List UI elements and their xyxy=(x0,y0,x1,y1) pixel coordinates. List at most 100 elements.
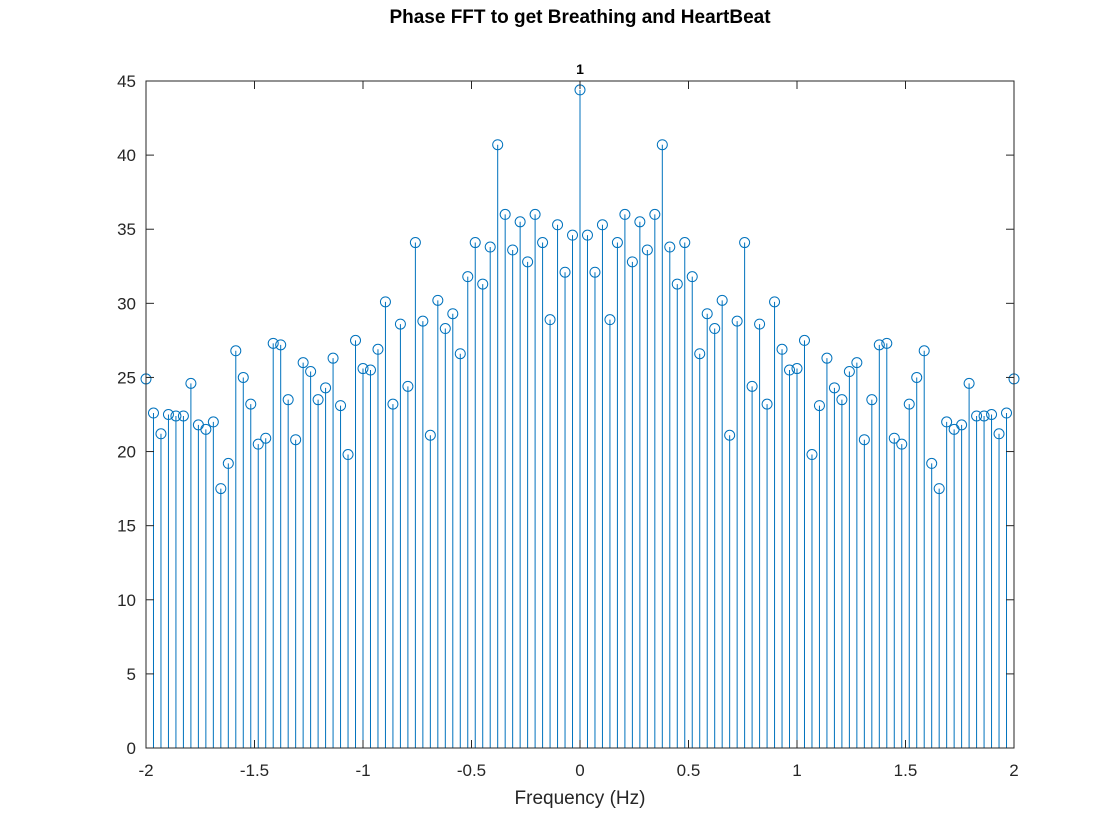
stem-marker xyxy=(798,334,810,346)
x-axis: -2 -1.5 -1 -0.5 0 0.5 1 1.5 2 xyxy=(138,81,1019,780)
y-tick-label: 20 xyxy=(117,443,136,462)
stem-marker xyxy=(679,237,691,249)
stem-marker xyxy=(769,296,781,308)
stem-marker xyxy=(507,244,519,256)
stem-marker xyxy=(641,244,653,256)
stem-marker xyxy=(170,410,182,422)
stem-marker xyxy=(320,382,332,394)
stem-marker xyxy=(776,343,788,355)
stem-marker xyxy=(611,237,623,249)
stem-marker xyxy=(956,419,968,431)
stem-marker xyxy=(926,457,938,469)
x-axis-label: Frequency (Hz) xyxy=(515,788,646,809)
stem-marker xyxy=(873,339,885,351)
stem-marker xyxy=(701,308,713,320)
stem-marker xyxy=(207,416,219,428)
stem-marker xyxy=(986,409,998,420)
stem-marker xyxy=(222,457,234,469)
stem-marker xyxy=(177,410,189,422)
stem-marker xyxy=(589,266,601,278)
stem-marker xyxy=(866,394,878,406)
stem-marker xyxy=(379,296,391,308)
stem-marker xyxy=(978,410,990,422)
stem-marker xyxy=(350,334,362,346)
stem-marker xyxy=(402,380,414,392)
x-tick-label: -1 xyxy=(355,761,370,780)
y-axis: 0 5 10 15 20 25 30 35 40 45 xyxy=(117,72,1014,758)
y-tick-label: 25 xyxy=(117,368,136,387)
peak-annotation: 1 xyxy=(576,61,584,77)
stem-marker xyxy=(888,432,900,444)
y-tick-label: 10 xyxy=(117,591,136,610)
stem-marker xyxy=(147,407,159,419)
stem-marker xyxy=(993,428,1005,440)
stem-marker xyxy=(716,294,728,306)
stem-marker xyxy=(394,318,406,330)
stem-marker xyxy=(941,416,953,428)
stem-marker xyxy=(1001,407,1013,419)
x-tick-label: 1 xyxy=(792,761,801,780)
stem-marker xyxy=(933,483,945,495)
x-tick-label: -1.5 xyxy=(240,761,269,780)
stem-marker xyxy=(297,357,309,369)
stem-marker xyxy=(252,438,264,450)
y-tick-label: 35 xyxy=(117,220,136,239)
stem-marker xyxy=(656,139,668,151)
stem-marker xyxy=(237,371,249,383)
stem-marker xyxy=(537,237,549,249)
stem-marker xyxy=(529,208,541,220)
stem-marker xyxy=(454,348,466,360)
stem-marker xyxy=(604,314,616,326)
y-tick-label: 5 xyxy=(127,665,136,684)
stem-markers xyxy=(140,84,1020,495)
stem-marker xyxy=(671,278,683,290)
stem-marker xyxy=(267,337,279,349)
stem-marker xyxy=(499,208,511,220)
stem-marker xyxy=(843,366,855,378)
stem-marker xyxy=(911,371,923,383)
stem-marker xyxy=(903,398,915,410)
stem-marker xyxy=(492,139,504,151)
stem-marker xyxy=(581,229,593,241)
stem-marker xyxy=(821,352,833,364)
stem-marker xyxy=(230,345,242,357)
stem-marker xyxy=(567,229,579,241)
stem-marker xyxy=(245,398,257,410)
stem-marker xyxy=(312,394,324,406)
stem-marker xyxy=(162,409,174,420)
stem-marker xyxy=(746,380,758,392)
stem-marker xyxy=(200,423,212,435)
y-tick-label: 0 xyxy=(127,739,136,758)
stem-marker xyxy=(484,241,496,253)
stem-marker xyxy=(724,429,736,441)
stem-series xyxy=(145,89,1015,748)
stem-marker xyxy=(342,449,354,461)
stem-marker xyxy=(813,400,825,412)
y-tick-label: 40 xyxy=(117,146,136,165)
chart-title: Phase FFT to get Breathing and HeartBeat xyxy=(389,7,771,28)
stem-marker xyxy=(896,438,908,450)
stem-marker xyxy=(514,216,526,228)
stem-marker xyxy=(963,377,975,389)
stem-marker xyxy=(409,237,421,249)
stem-marker xyxy=(275,339,287,351)
stem-marker xyxy=(619,208,631,220)
x-tick-label: 0.5 xyxy=(677,761,701,780)
stem-marker xyxy=(544,314,556,326)
stem-marker xyxy=(372,343,384,355)
stem-marker xyxy=(335,400,347,412)
stem-marker xyxy=(694,348,706,360)
stem-marker xyxy=(469,237,481,249)
stem-marker xyxy=(828,382,840,394)
stem-marker xyxy=(155,428,167,440)
stem-marker xyxy=(424,429,436,441)
stem-marker xyxy=(858,434,870,446)
stem-marker xyxy=(260,432,272,444)
stem-marker xyxy=(387,398,399,410)
y-tick-label: 45 xyxy=(117,72,136,91)
stem-marker xyxy=(462,271,474,283)
stem-marker xyxy=(731,315,743,327)
stem-marker xyxy=(686,271,698,283)
stem-marker xyxy=(754,318,766,330)
